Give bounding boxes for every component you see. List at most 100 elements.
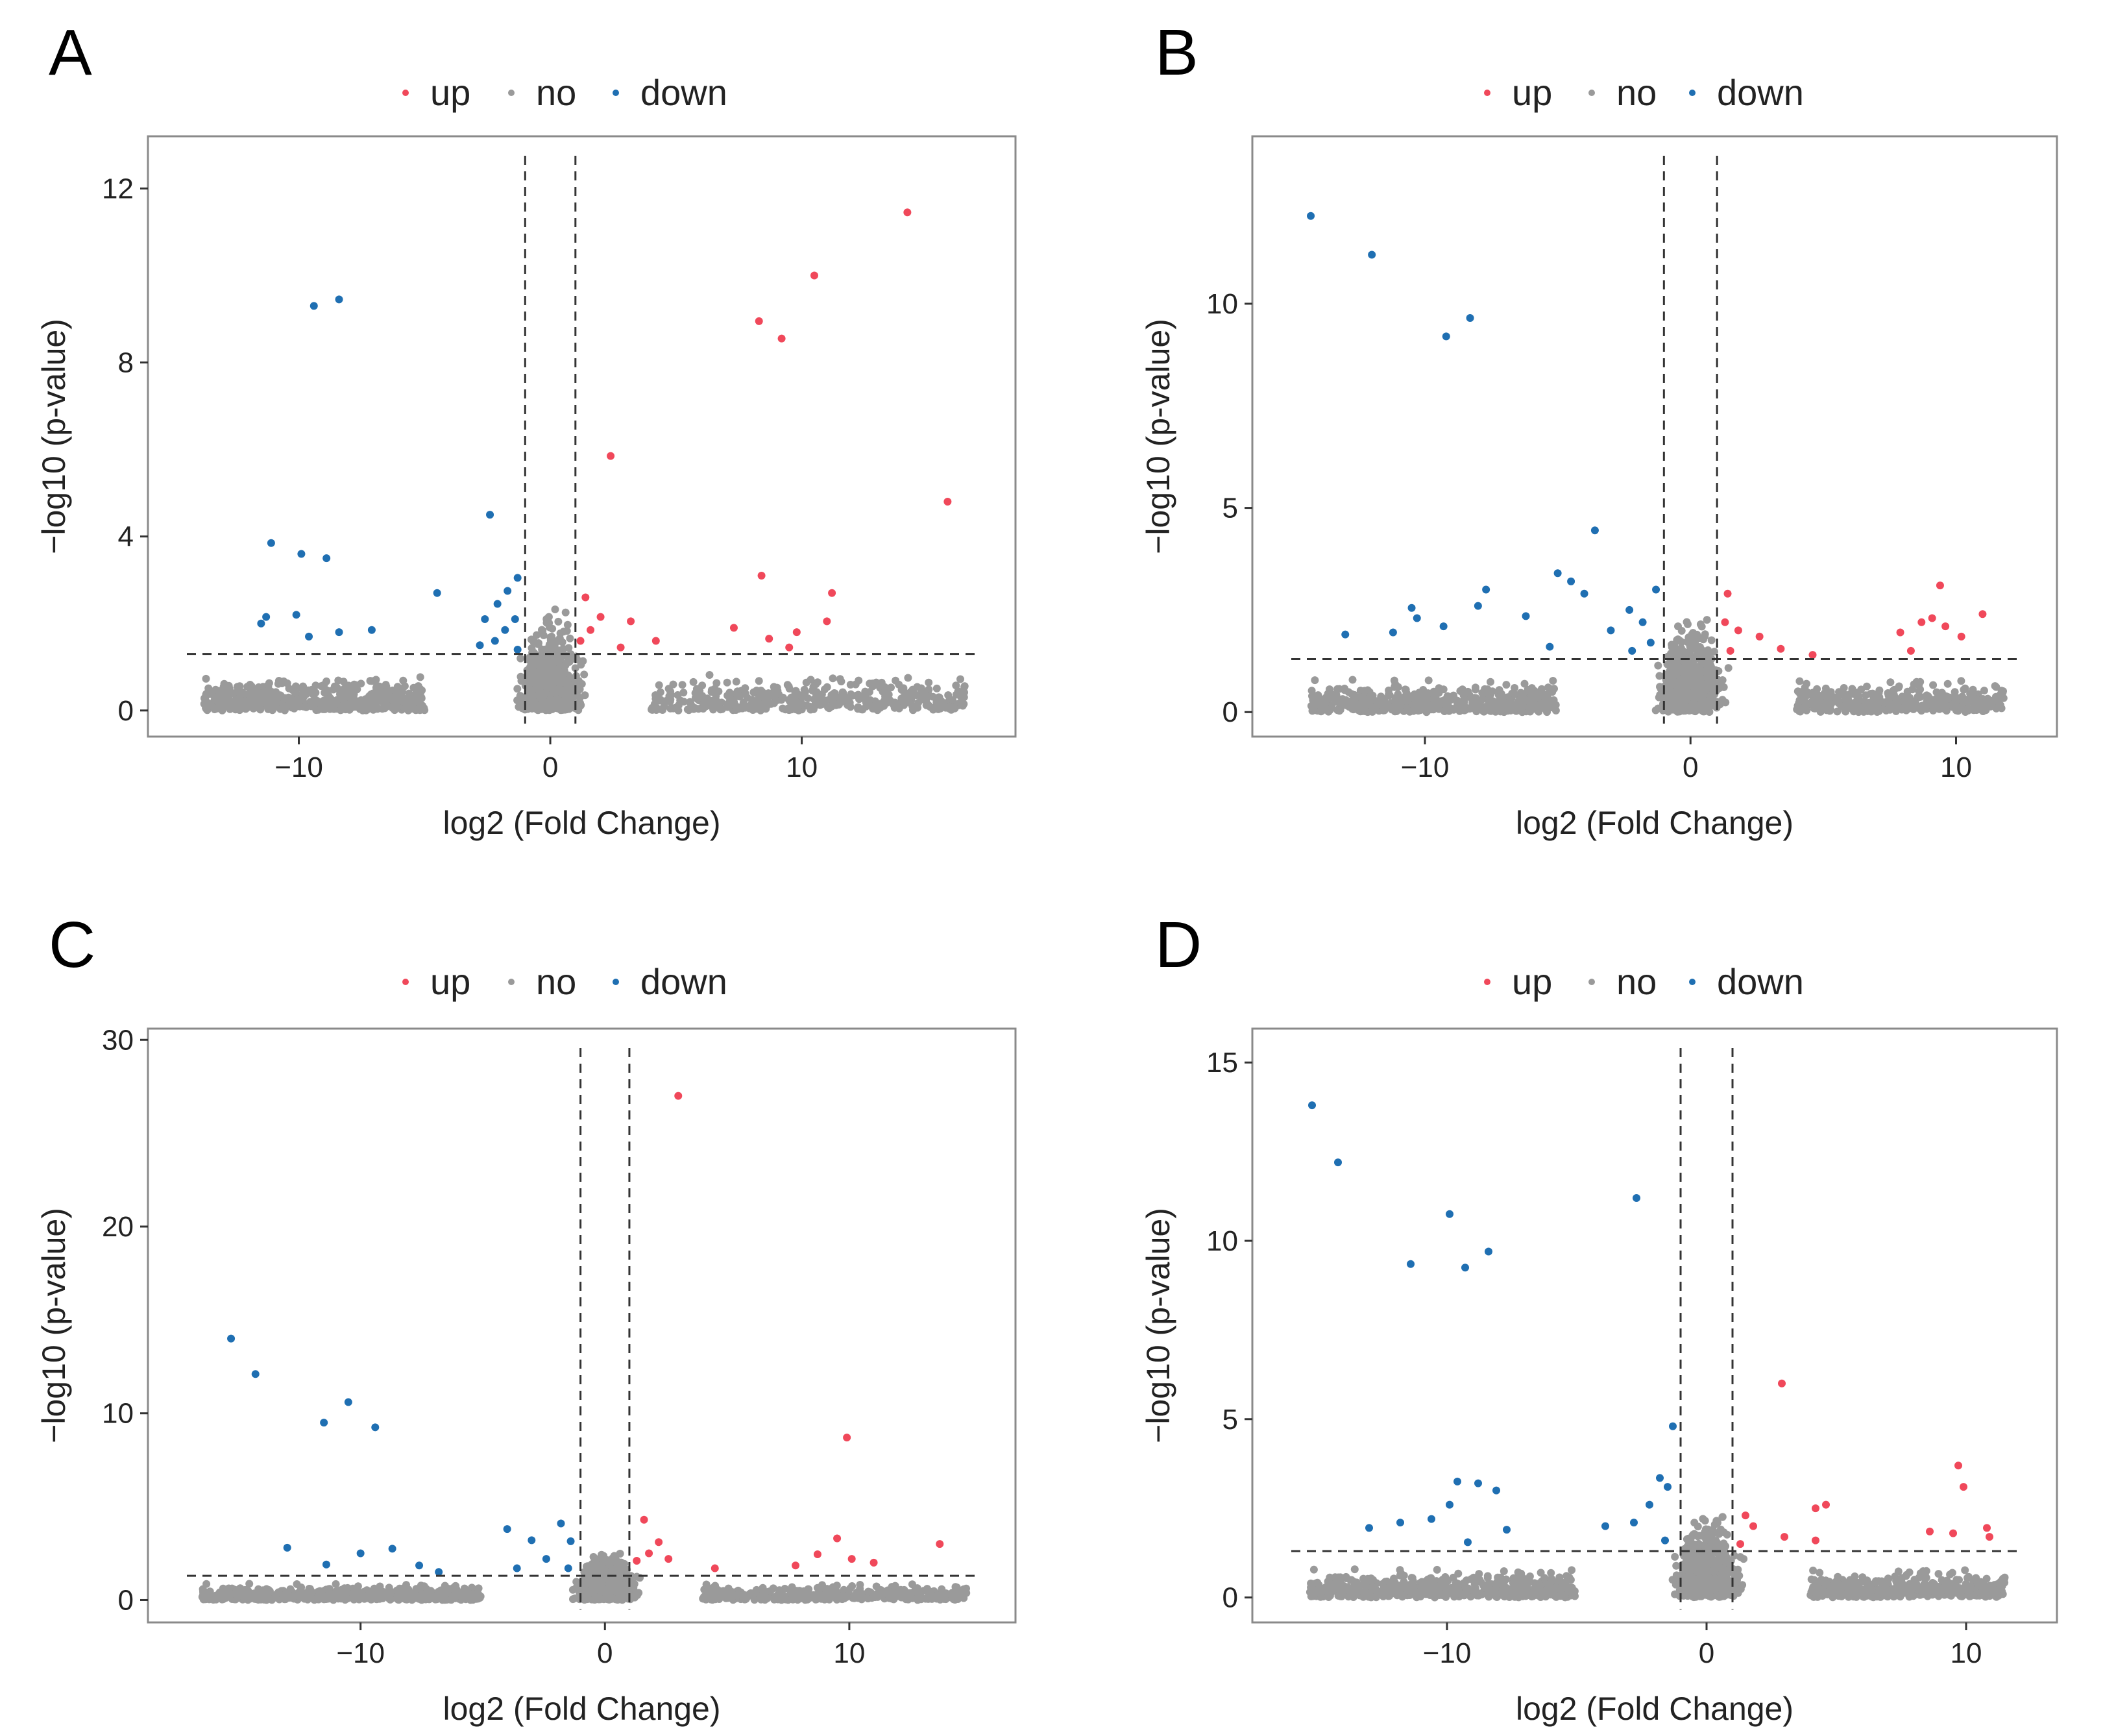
point-no — [343, 1583, 352, 1592]
point-no — [1701, 630, 1709, 639]
point-no — [855, 676, 863, 685]
point-no — [1875, 693, 1884, 702]
point-up — [607, 452, 615, 460]
point-no — [1707, 655, 1716, 663]
point-no — [804, 694, 812, 702]
point-no — [565, 644, 573, 652]
point-no — [304, 1595, 312, 1604]
point-no — [1517, 692, 1526, 701]
point-down — [371, 1423, 380, 1432]
panel-letter: A — [49, 16, 92, 89]
point-up — [1936, 581, 1944, 590]
point-no — [1714, 676, 1722, 684]
point-no — [552, 688, 560, 696]
point-no — [1705, 695, 1714, 703]
point-no — [1929, 706, 1938, 715]
point-no — [792, 705, 800, 714]
point-no — [1697, 622, 1706, 631]
point-no — [458, 1594, 467, 1602]
point-no — [710, 702, 718, 711]
point-up — [813, 1550, 821, 1558]
point-no — [552, 676, 561, 685]
point-no — [829, 674, 837, 683]
point-no — [579, 657, 587, 665]
point-no — [522, 679, 530, 687]
point-no — [1319, 705, 1328, 714]
point-no — [561, 608, 570, 617]
point-no — [1707, 636, 1716, 644]
point-up — [828, 589, 836, 597]
point-down — [310, 302, 318, 310]
point-no — [835, 693, 844, 702]
legend-marker-up — [1484, 90, 1490, 96]
point-down — [292, 611, 300, 619]
point-no — [1684, 668, 1692, 676]
point-no — [1435, 684, 1443, 692]
point-up — [1978, 610, 1987, 618]
point-up — [843, 1434, 851, 1442]
point-no — [908, 1580, 916, 1589]
point-up — [936, 1540, 944, 1548]
point-no — [372, 676, 380, 684]
point-no — [1446, 696, 1455, 704]
point-down — [335, 295, 343, 304]
point-no — [773, 683, 781, 692]
point-no — [554, 665, 563, 673]
point-no — [341, 702, 349, 710]
point-no — [324, 701, 332, 709]
point-no — [357, 679, 365, 688]
point-down — [513, 645, 522, 654]
point-no — [1975, 696, 1983, 705]
point-no — [786, 698, 794, 705]
point-no — [692, 690, 701, 698]
point-down — [1625, 605, 1634, 614]
point-down — [542, 1555, 550, 1563]
point-no — [764, 689, 772, 698]
point-no — [705, 671, 714, 679]
point-no — [236, 706, 244, 715]
point-no — [1819, 699, 1828, 707]
point-no — [1915, 687, 1923, 695]
point-no — [679, 689, 688, 697]
point-no — [1682, 695, 1690, 703]
point-no — [1328, 690, 1336, 698]
point-no — [1957, 677, 1965, 685]
point-down — [1652, 585, 1660, 594]
point-no — [388, 696, 396, 704]
point-down — [1389, 628, 1397, 637]
point-no — [1669, 672, 1677, 679]
point-no — [857, 1588, 865, 1596]
point-no — [580, 670, 589, 679]
point-no — [1891, 703, 1900, 712]
point-no — [1511, 690, 1519, 698]
point-no — [202, 674, 210, 683]
point-no — [1999, 694, 2008, 702]
point-no — [1703, 616, 1711, 624]
point-no — [1967, 694, 1976, 702]
point-no — [960, 682, 969, 691]
point-no — [925, 678, 933, 687]
point-no — [724, 1584, 733, 1593]
point-no — [1903, 687, 1912, 696]
point-no — [1699, 707, 1708, 716]
point-no — [1718, 696, 1727, 704]
point-down — [433, 589, 441, 597]
point-no — [577, 701, 585, 709]
point-no — [1551, 706, 1560, 715]
point-no — [1511, 684, 1519, 692]
point-no — [297, 1583, 306, 1591]
point-no — [199, 1585, 207, 1593]
point-no — [854, 705, 862, 713]
point-no — [1810, 704, 1818, 713]
point-up — [633, 1557, 641, 1565]
point-no — [371, 694, 379, 702]
y-tick-label: 5 — [1222, 1404, 1238, 1436]
point-no — [1886, 678, 1895, 687]
point-no — [759, 1583, 767, 1592]
point-no — [1912, 678, 1921, 686]
point-no — [1663, 660, 1672, 668]
point-no — [1724, 664, 1733, 672]
point-no — [807, 705, 815, 714]
